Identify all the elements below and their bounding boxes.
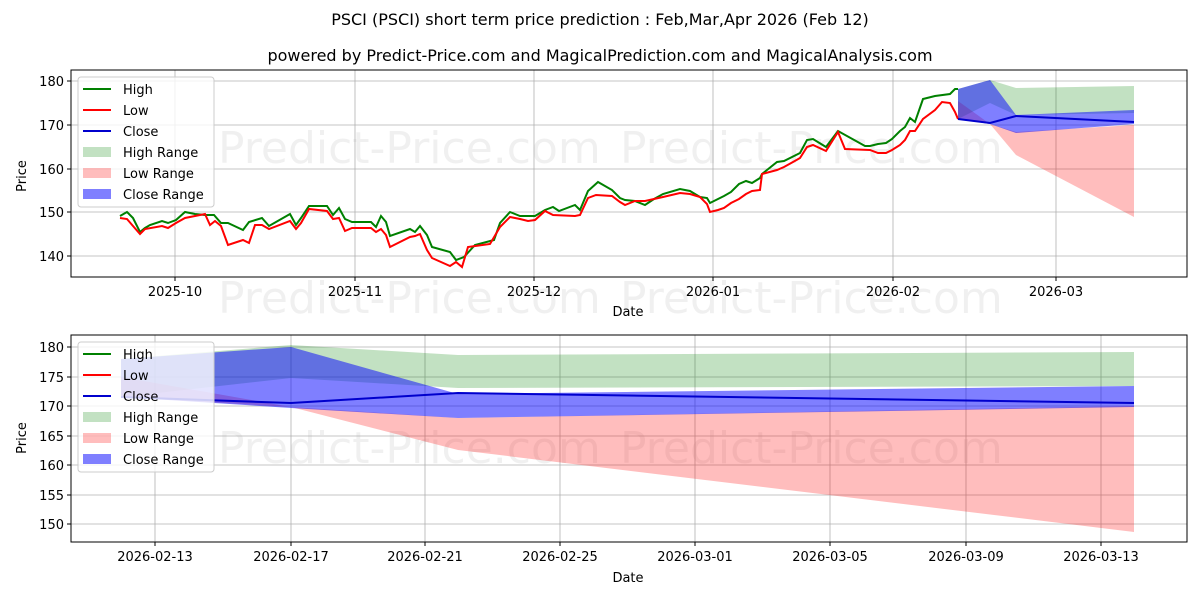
legend-close-range-swatch	[83, 189, 111, 199]
watermark: Predict-Price.com	[218, 123, 601, 174]
y-tick-label: 140	[39, 250, 64, 265]
legend-low-range-label: Low Range	[123, 432, 194, 447]
x-axis-label: Date	[612, 571, 643, 586]
legend-close-range-label: Close Range	[123, 188, 204, 203]
close-line	[957, 114, 1135, 125]
y-axis-label: Price	[15, 422, 30, 454]
y-tick-label: 160	[39, 163, 64, 178]
chart-subtitle: powered by Predict-Price.com and Magical…	[267, 46, 933, 65]
x-tick-label: 2026-02-13	[117, 550, 193, 565]
y-tick-label: 170	[39, 119, 64, 134]
legend-low-range-swatch	[83, 168, 111, 178]
top-chart: Predict-Price.com Predict-Price.com Pred…	[15, 69, 1188, 324]
y-tick-label: 180	[39, 341, 64, 356]
x-tick-label: 2026-03	[1029, 285, 1083, 300]
legend-high-range-label: High Range	[123, 146, 198, 161]
legend-low-label: Low	[123, 104, 149, 119]
legend-high-range-label: High Range	[123, 411, 198, 426]
y-tick-label: 175	[39, 371, 64, 386]
low-range-area	[121, 377, 1134, 532]
legend-high-range-swatch	[83, 412, 111, 422]
high-range-area	[121, 345, 1134, 397]
legend-high-label: High	[123, 348, 153, 363]
x-tick-label: 2026-02-17	[253, 550, 329, 565]
x-tick-label: 2025-12	[507, 285, 561, 300]
x-tick-label: 2026-01	[686, 285, 740, 300]
x-tick-label: 2026-03-05	[792, 550, 868, 565]
legend-low-label: Low	[123, 369, 149, 384]
low-line	[119, 100, 959, 269]
legend-low-range-swatch	[83, 433, 111, 443]
y-tick-label: 150	[39, 206, 64, 221]
x-tick-label: 2026-03-01	[657, 550, 733, 565]
x-tick-label: 2026-02-21	[387, 550, 463, 565]
legend-close-label: Close	[123, 390, 158, 405]
x-axis-label: Date	[612, 305, 643, 320]
legend-high-label: High	[123, 83, 153, 98]
watermark: Predict-Price.com	[620, 423, 1003, 474]
y-axis-label: Price	[15, 160, 30, 192]
bottom-plot-frame	[70, 334, 1188, 543]
high-range-area	[958, 80, 1134, 119]
x-tick-label: 2025-10	[148, 285, 202, 300]
watermark: Predict-Price.com	[620, 123, 1003, 174]
low-range-area	[958, 101, 1134, 217]
y-tick-label: 155	[39, 489, 64, 504]
high-line	[119, 88, 958, 262]
watermark: Predict-Price.com	[218, 273, 601, 324]
y-tick-label: 180	[39, 75, 64, 90]
legend-low-range-label: Low Range	[123, 167, 194, 182]
x-tick-label: 2026-03-13	[1063, 550, 1139, 565]
legend-close-range-swatch	[83, 454, 111, 464]
top-legend: High Low Close High Range Low Range Clos…	[77, 76, 215, 208]
legend-close-label: Close	[123, 125, 158, 140]
top-grid	[71, 70, 1187, 277]
bottom-legend: High Low Close High Range Low Range Clos…	[77, 341, 215, 473]
legend-high-range-swatch	[83, 147, 111, 157]
x-tick-label: 2026-02	[866, 285, 920, 300]
x-tick-label: 2025-11	[328, 285, 382, 300]
x-tick-label: 2026-02-25	[522, 550, 598, 565]
legend-close-range-label: Close Range	[123, 453, 204, 468]
y-tick-label: 150	[39, 518, 64, 533]
y-tick-label: 170	[39, 400, 64, 415]
top-plot-frame	[70, 69, 1188, 278]
x-tick-label: 2026-03-09	[928, 550, 1004, 565]
chart-title: PSCI (PSCI) short term price prediction …	[331, 10, 869, 29]
bottom-chart: Predict-Price.com Predict-Price.com	[15, 334, 1188, 586]
y-tick-label: 160	[39, 459, 64, 474]
watermark: Predict-Price.com	[218, 423, 601, 474]
watermark: Predict-Price.com	[620, 273, 1003, 324]
y-tick-label: 165	[39, 430, 64, 445]
